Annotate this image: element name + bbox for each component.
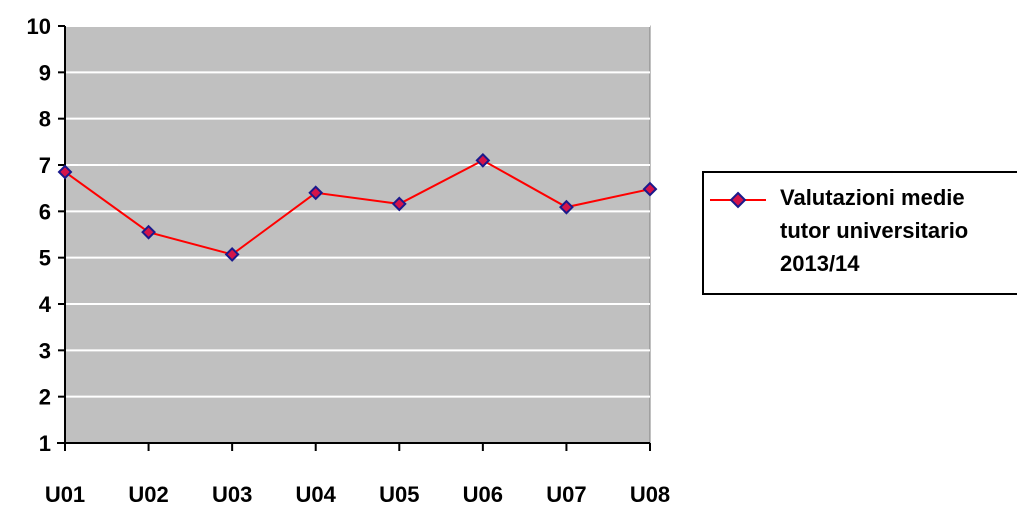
y-tick-label-1: 1 <box>39 431 51 456</box>
legend-label-line-3: 2013/14 <box>780 251 860 276</box>
data-point-U01 <box>57 164 73 180</box>
y-tick-label-4: 4 <box>39 292 52 317</box>
y-axis-ticks: 1 2 3 4 5 6 7 8 9 10 <box>27 14 65 456</box>
series-line-0 <box>64 159 651 256</box>
data-point-U04 <box>308 185 324 201</box>
x-tick-label-U07: U07 <box>546 482 586 506</box>
axes <box>57 26 650 451</box>
y-tick-label-10: 10 <box>27 14 51 39</box>
legend-key-marker <box>710 191 766 209</box>
x-tick-label-U05: U05 <box>379 482 419 506</box>
legend-label-line-2: tutor universitario <box>780 218 969 243</box>
legend: Valutazioni medie tutor universitario 20… <box>702 171 1017 295</box>
x-axis-ticks: U01 U02 U03 U04 U05 U06 U07 U08 <box>45 443 670 506</box>
data-point-U02 <box>141 224 156 240</box>
series-group <box>57 152 658 262</box>
x-tick-label-U03: U03 <box>212 482 252 506</box>
x-tick-label-U06: U06 <box>463 482 503 506</box>
data-point-U05 <box>391 196 407 212</box>
x-tick-label-U04: U04 <box>296 482 337 506</box>
data-point-U06 <box>475 152 491 168</box>
x-tick-label-U01: U01 <box>45 482 85 506</box>
gridlines <box>65 25 650 398</box>
y-tick-label-8: 8 <box>39 107 51 132</box>
y-tick-label-6: 6 <box>39 199 51 224</box>
y-tick-label-3: 3 <box>39 338 51 363</box>
y-tick-label-5: 5 <box>39 246 51 271</box>
data-point-U08 <box>642 181 658 197</box>
y-tick-label-9: 9 <box>39 60 51 85</box>
data-point-U03 <box>224 247 240 262</box>
x-tick-label-U08: U08 <box>630 482 670 506</box>
legend-label-line-1: Valutazioni medie <box>780 185 965 210</box>
y-tick-label-7: 7 <box>39 153 51 178</box>
x-tick-label-U02: U02 <box>128 482 168 506</box>
y-tick-label-2: 2 <box>39 385 51 410</box>
plot-area <box>64 25 651 444</box>
data-point-U07 <box>559 199 574 215</box>
legend-label: Valutazioni medie tutor universitario 20… <box>780 181 1017 280</box>
